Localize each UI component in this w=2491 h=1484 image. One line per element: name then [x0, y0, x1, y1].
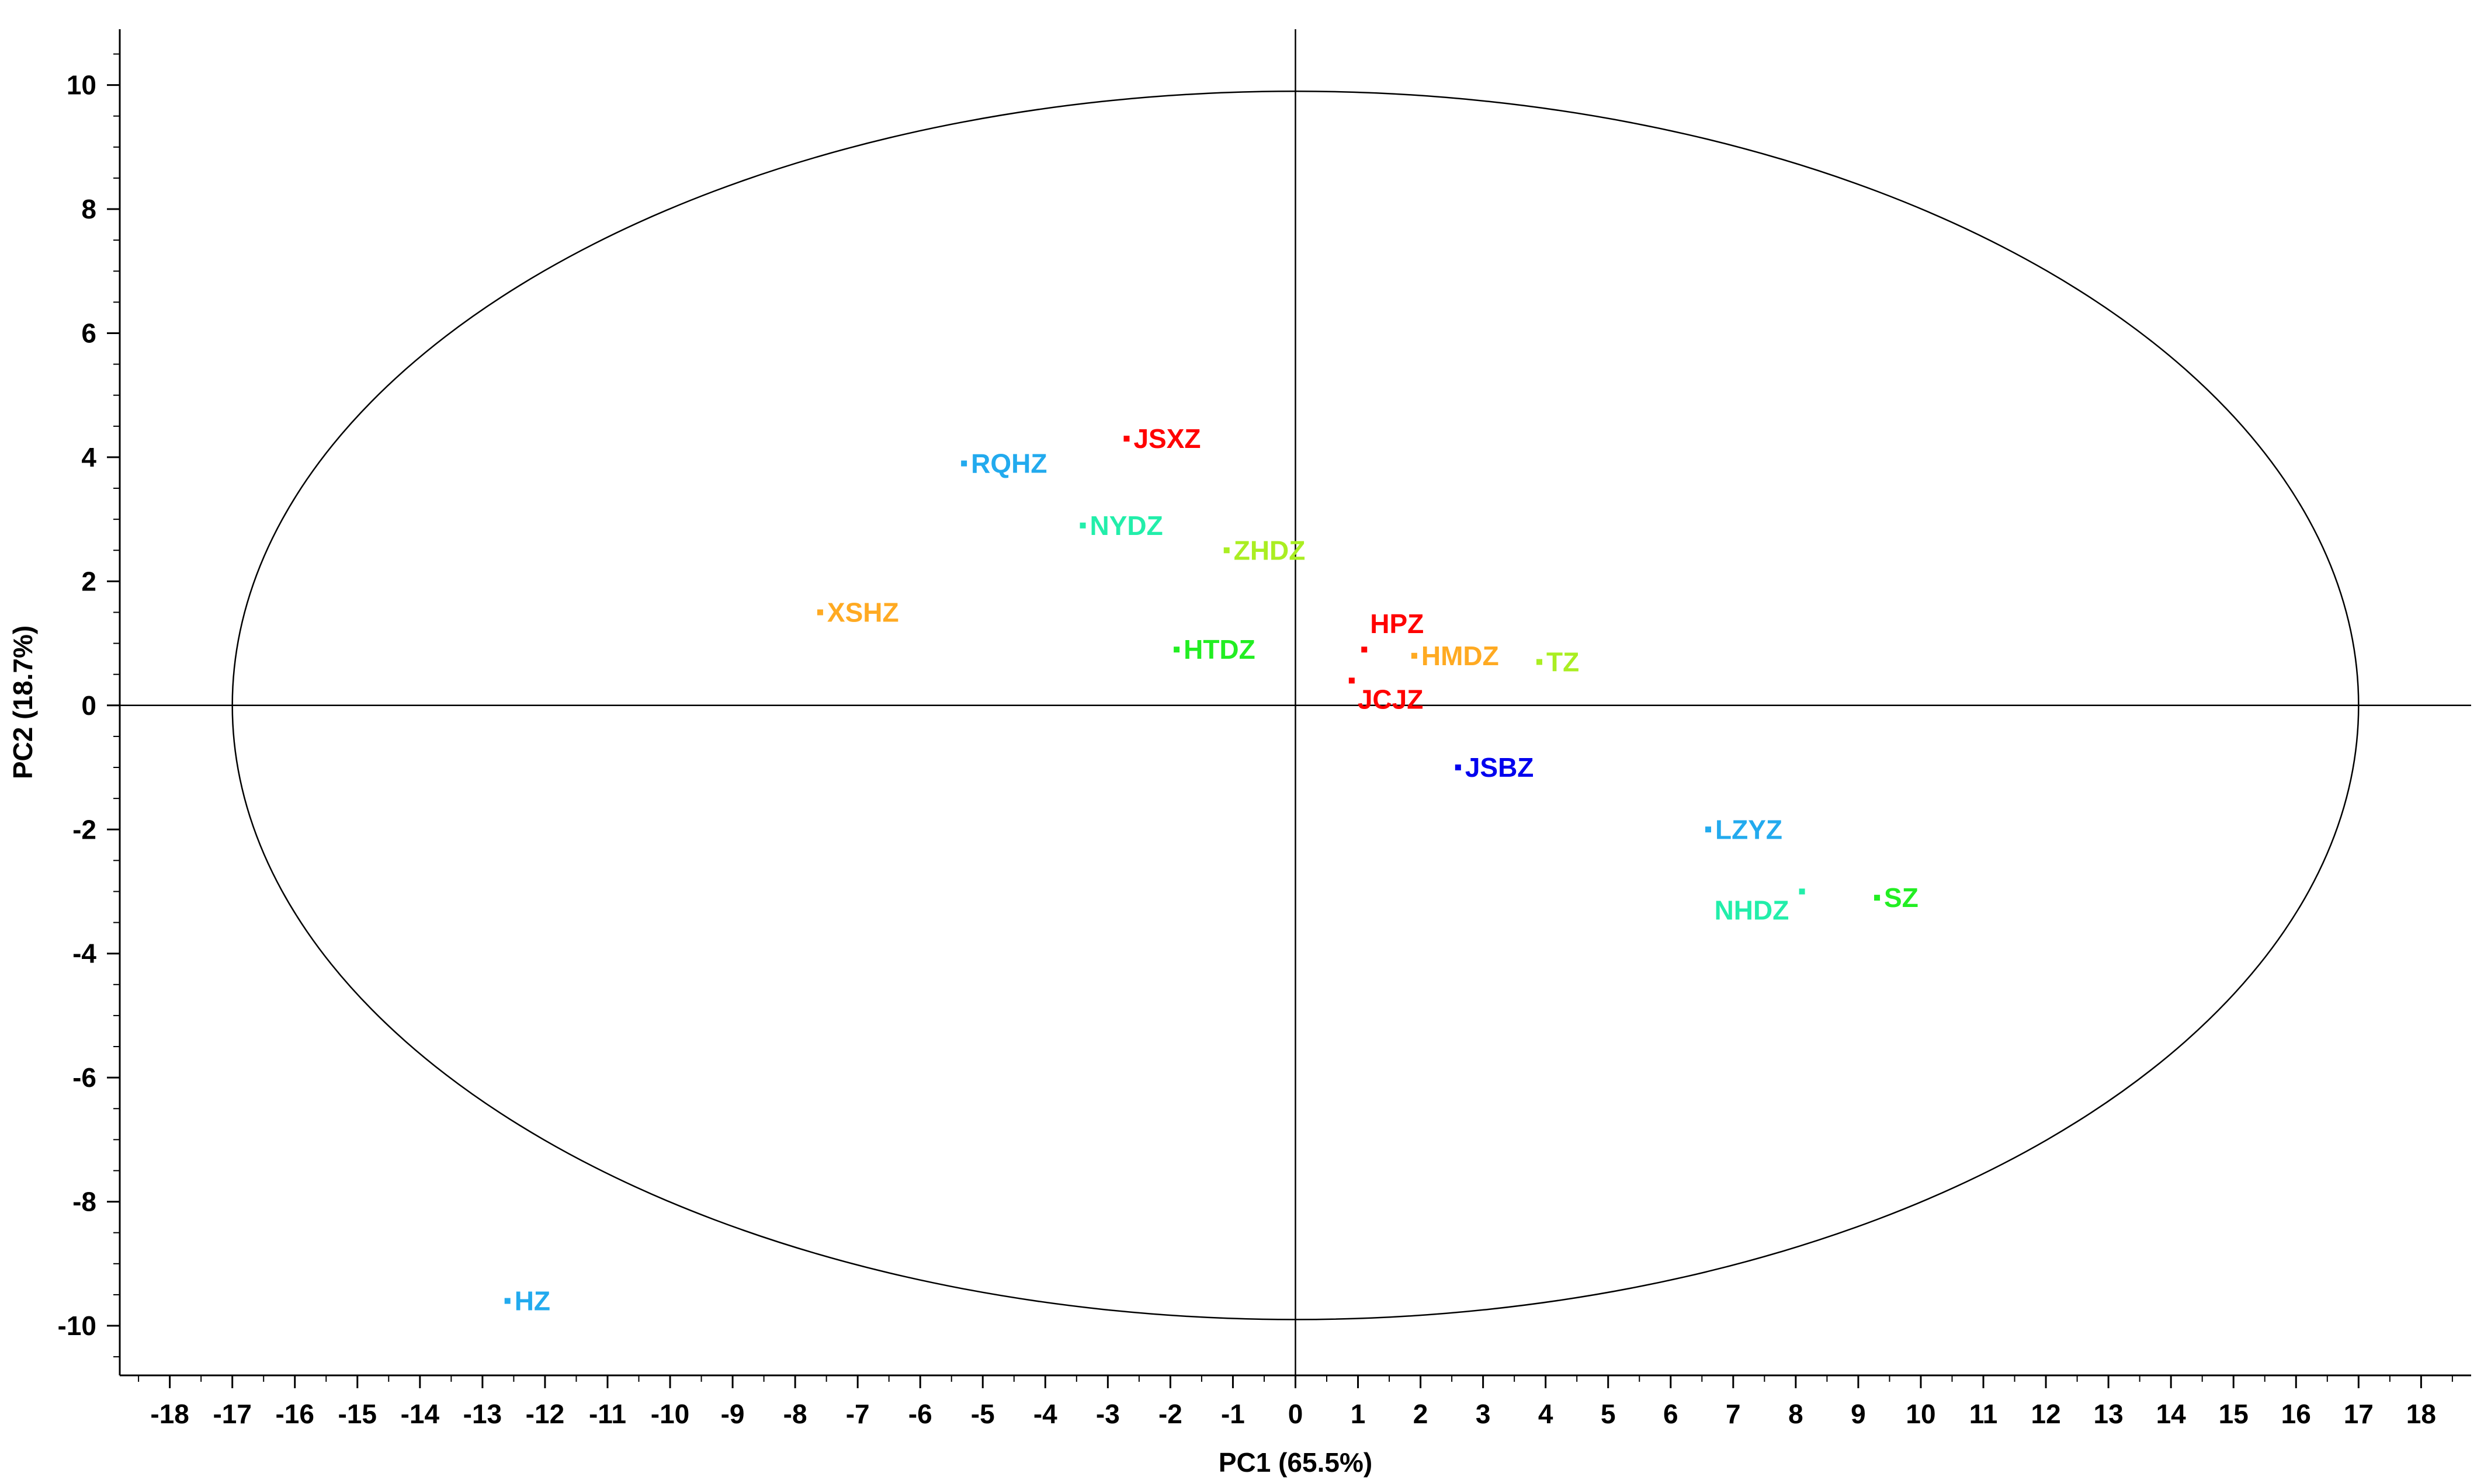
point-label: LZYZ: [1715, 814, 1782, 844]
point-label: JCJZ: [1358, 684, 1423, 714]
point-label: HZ: [515, 1286, 550, 1316]
x-tick-label: -9: [721, 1399, 745, 1429]
x-tick-label: -1: [1221, 1399, 1245, 1429]
data-point: [1080, 522, 1086, 529]
y-tick-label: 0: [81, 690, 96, 721]
x-tick-label: 7: [1726, 1399, 1741, 1429]
x-tick-label: 9: [1851, 1399, 1866, 1429]
x-tick-label: -17: [213, 1399, 251, 1429]
x-tick-label: -12: [526, 1399, 564, 1429]
x-tick-label: 1: [1351, 1399, 1366, 1429]
x-tick-label: -10: [651, 1399, 689, 1429]
y-tick-label: -6: [72, 1062, 96, 1093]
y-tick-label: 8: [81, 194, 96, 224]
point-label: ZHDZ: [1234, 535, 1306, 565]
data-point: [1536, 659, 1542, 665]
x-tick-label: -6: [908, 1399, 932, 1429]
x-tick-label: 18: [2406, 1399, 2436, 1429]
x-tick-label: 15: [2219, 1399, 2249, 1429]
x-tick-label: -5: [971, 1399, 995, 1429]
data-point: [504, 1298, 511, 1304]
x-tick-label: 11: [1969, 1399, 1998, 1429]
y-tick-label: 4: [81, 442, 96, 472]
x-axis-title: PC1 (65.5%): [1219, 1447, 1372, 1478]
data-point: [1348, 677, 1355, 684]
x-tick-label: 8: [1788, 1399, 1803, 1429]
point-label: SZ: [1884, 882, 1918, 913]
point-label: JSXZ: [1133, 423, 1201, 454]
y-tick-label: -4: [72, 939, 96, 969]
x-tick-label: -11: [589, 1399, 626, 1429]
point-label: XSHZ: [827, 597, 899, 627]
point-label: NYDZ: [1090, 510, 1163, 541]
data-point: [1223, 547, 1230, 554]
point-label: TZ: [1546, 647, 1579, 677]
y-tick-label: -8: [72, 1187, 96, 1217]
x-tick-label: -15: [338, 1399, 377, 1429]
data-point: [1174, 647, 1180, 653]
y-tick-label: -2: [72, 814, 96, 844]
x-tick-label: 17: [2344, 1399, 2374, 1429]
data-point: [817, 609, 823, 616]
x-tick-label: -3: [1096, 1399, 1120, 1429]
x-tick-label: 4: [1538, 1399, 1553, 1429]
x-tick-label: -4: [1033, 1399, 1057, 1429]
point-label: HPZ: [1370, 609, 1424, 639]
data-point: [1455, 764, 1461, 771]
x-tick-label: 12: [2031, 1399, 2060, 1429]
x-tick-label: -8: [783, 1399, 807, 1429]
data-point: [1705, 826, 1712, 833]
x-tick-label: 0: [1288, 1399, 1303, 1429]
x-tick-label: -14: [401, 1399, 440, 1429]
y-tick-label: 6: [81, 318, 96, 348]
x-tick-label: 3: [1476, 1399, 1491, 1429]
y-axis-title: PC2 (18.7%): [8, 625, 38, 779]
x-tick-label: -2: [1158, 1399, 1182, 1429]
x-tick-label: -7: [846, 1399, 870, 1429]
y-tick-label: -10: [58, 1311, 96, 1341]
x-tick-label: -13: [463, 1399, 502, 1429]
x-tick-label: 6: [1663, 1399, 1678, 1429]
point-label: NHDZ: [1715, 895, 1789, 925]
point-label: RQHZ: [971, 449, 1047, 479]
x-tick-label: -18: [150, 1399, 189, 1429]
data-point: [1799, 888, 1805, 895]
data-point: [1123, 436, 1130, 442]
data-point: [961, 460, 967, 467]
x-tick-label: 14: [2156, 1399, 2187, 1429]
y-tick-label: 10: [67, 70, 96, 100]
x-tick-label: 5: [1601, 1399, 1616, 1429]
data-point: [1361, 647, 1368, 653]
data-point: [1874, 895, 1881, 901]
point-label: JSBZ: [1465, 752, 1534, 783]
x-tick-label: 2: [1413, 1399, 1428, 1429]
x-tick-label: 16: [2281, 1399, 2311, 1429]
x-tick-label: 13: [2094, 1399, 2124, 1429]
x-tick-label: 10: [1906, 1399, 1935, 1429]
point-label: HTDZ: [1184, 634, 1255, 665]
data-point: [1411, 652, 1417, 659]
x-tick-label: -16: [275, 1399, 314, 1429]
y-tick-label: 2: [81, 566, 96, 596]
point-label: HMDZ: [1421, 641, 1499, 671]
